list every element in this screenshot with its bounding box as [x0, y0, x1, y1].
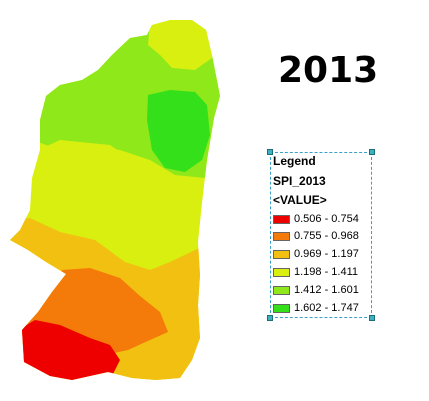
zone-1602-1747: [147, 90, 210, 172]
legend-swatch: [273, 249, 290, 259]
legend-item-label: 1.412 - 1.601: [294, 284, 359, 296]
legend-item: 0.506 - 0.754: [273, 213, 359, 225]
legend-field-name: <VALUE>: [273, 193, 327, 207]
legend-item: 1.198 - 1.411: [273, 266, 358, 278]
legend-box[interactable]: Legend SPI_2013 <VALUE> 0.506 - 0.754 0.…: [267, 149, 375, 321]
zone-1198-1411-north: [148, 22, 212, 70]
legend-item-label: 0.969 - 1.197: [294, 248, 359, 260]
legend-heading: Legend: [273, 154, 316, 168]
legend-item-label: 0.755 - 0.968: [294, 230, 359, 242]
resize-handle-top-right[interactable]: [369, 149, 375, 155]
legend-swatch: [273, 285, 290, 295]
map-year-title: 2013: [278, 50, 379, 91]
resize-handle-bottom-left[interactable]: [267, 315, 273, 321]
legend-swatch: [273, 214, 290, 224]
zone-0506-0754: [10, 320, 120, 380]
resize-handle-top-left[interactable]: [267, 149, 273, 155]
legend-item: 1.602 - 1.747: [273, 302, 359, 314]
legend-item-label: 1.198 - 1.411: [294, 266, 359, 278]
legend-item-label: 0.506 - 0.754: [294, 213, 359, 225]
legend-item: 0.969 - 1.197: [273, 248, 359, 260]
legend-item: 1.412 - 1.601: [273, 284, 359, 296]
legend-item: 0.755 - 0.968: [273, 230, 359, 242]
legend-swatch: [273, 231, 290, 241]
legend-swatch: [273, 267, 290, 277]
resize-handle-bottom-right[interactable]: [369, 315, 375, 321]
legend-item-label: 1.602 - 1.747: [294, 302, 359, 314]
zone-1198-1411-west: [38, 140, 170, 210]
legend-layer-name: SPI_2013: [273, 174, 326, 188]
legend-swatch: [273, 303, 290, 313]
